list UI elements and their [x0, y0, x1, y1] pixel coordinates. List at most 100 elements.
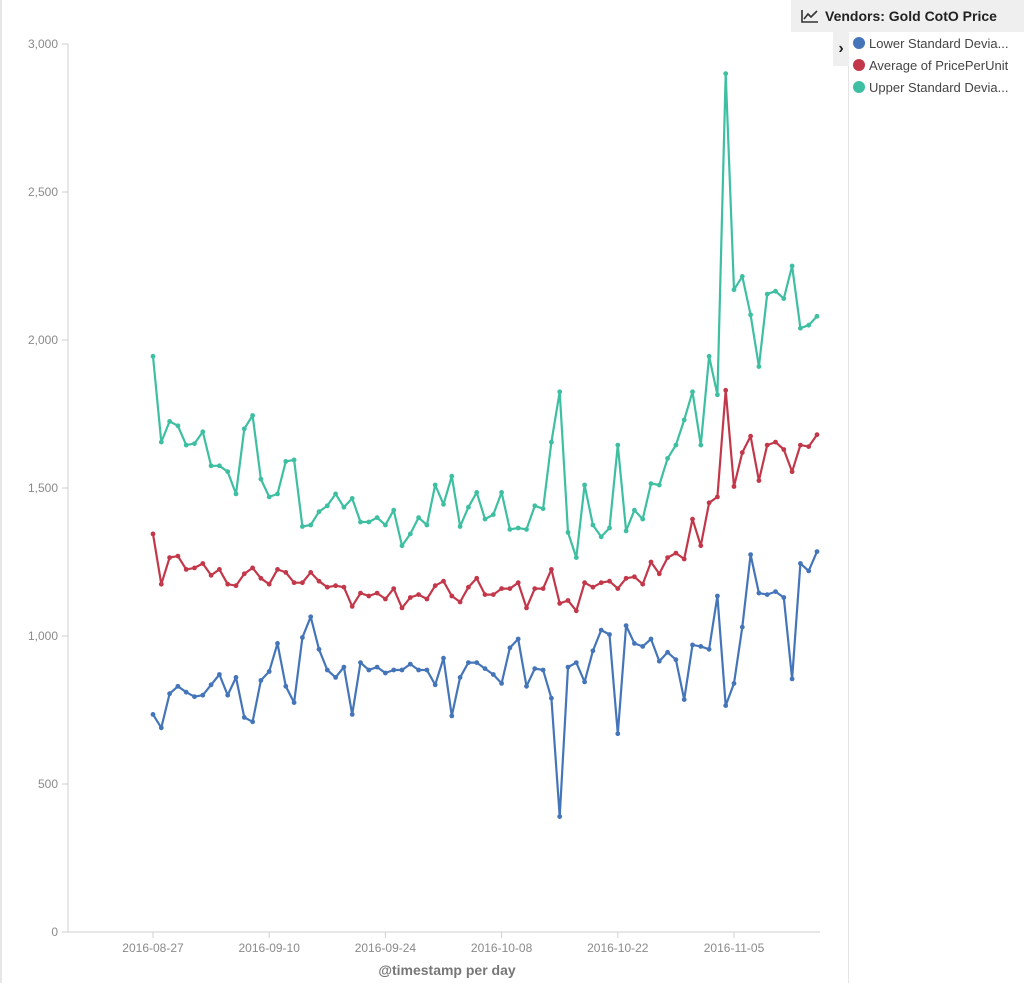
data-point[interactable]	[789, 676, 795, 682]
data-point[interactable]	[225, 581, 231, 587]
data-point[interactable]	[175, 423, 181, 429]
data-point[interactable]	[283, 683, 289, 689]
legend-item-average[interactable]: Average of PricePerUnit	[849, 54, 1024, 76]
data-point[interactable]	[540, 667, 546, 673]
data-point[interactable]	[341, 664, 347, 670]
data-point[interactable]	[789, 263, 795, 269]
data-point[interactable]	[300, 635, 305, 640]
data-point[interactable]	[183, 567, 189, 572]
data-point[interactable]	[183, 689, 189, 695]
data-point[interactable]	[225, 692, 231, 698]
data-point[interactable]	[432, 482, 438, 488]
data-point[interactable]	[474, 575, 480, 581]
data-point[interactable]	[723, 387, 729, 393]
data-point[interactable]	[781, 447, 787, 452]
data-point[interactable]	[806, 568, 812, 574]
data-point[interactable]	[358, 660, 363, 665]
data-point[interactable]	[648, 481, 654, 486]
data-point[interactable]	[731, 681, 737, 686]
data-point[interactable]	[466, 504, 471, 510]
data-point[interactable]	[781, 296, 787, 301]
data-point[interactable]	[266, 494, 272, 500]
data-point[interactable]	[590, 648, 596, 654]
data-point[interactable]	[582, 580, 587, 586]
data-point[interactable]	[482, 666, 488, 671]
data-point[interactable]	[623, 623, 629, 628]
data-point[interactable]	[167, 419, 173, 424]
data-point[interactable]	[706, 500, 712, 506]
data-point[interactable]	[300, 524, 305, 529]
data-point[interactable]	[158, 439, 164, 445]
data-point[interactable]	[441, 655, 446, 661]
data-point[interactable]	[632, 574, 637, 580]
data-point[interactable]	[715, 593, 720, 599]
data-point[interactable]	[623, 528, 629, 534]
data-point[interactable]	[756, 478, 762, 483]
data-point[interactable]	[739, 624, 745, 630]
data-point[interactable]	[532, 586, 538, 591]
data-point[interactable]	[706, 353, 712, 359]
data-point[interactable]	[515, 525, 521, 531]
data-point[interactable]	[656, 658, 662, 664]
data-point[interactable]	[598, 580, 604, 586]
data-point[interactable]	[200, 692, 206, 698]
data-point[interactable]	[490, 512, 496, 517]
data-point[interactable]	[167, 691, 173, 697]
data-point[interactable]	[258, 678, 264, 683]
data-point[interactable]	[665, 456, 670, 461]
data-point[interactable]	[250, 565, 256, 571]
data-point[interactable]	[731, 287, 737, 293]
data-point[interactable]	[432, 682, 438, 688]
data-point[interactable]	[416, 667, 421, 673]
data-point[interactable]	[416, 515, 421, 520]
data-point[interactable]	[208, 682, 214, 688]
data-point[interactable]	[806, 322, 812, 328]
data-point[interactable]	[499, 681, 504, 686]
data-point[interactable]	[266, 669, 272, 674]
data-point[interactable]	[233, 491, 239, 497]
data-point[interactable]	[217, 672, 222, 677]
data-point[interactable]	[781, 595, 787, 600]
data-point[interactable]	[524, 683, 529, 689]
data-point[interactable]	[515, 580, 521, 586]
data-point[interactable]	[723, 703, 729, 708]
data-point[interactable]	[565, 598, 571, 603]
data-point[interactable]	[233, 675, 239, 680]
data-point[interactable]	[183, 442, 189, 448]
data-point[interactable]	[540, 506, 546, 512]
data-point[interactable]	[275, 567, 280, 572]
data-point[interactable]	[241, 426, 247, 432]
data-point[interactable]	[681, 417, 687, 423]
data-point[interactable]	[366, 593, 372, 599]
data-point[interactable]	[656, 482, 662, 488]
data-point[interactable]	[798, 442, 803, 448]
data-point[interactable]	[698, 543, 704, 549]
data-point[interactable]	[573, 608, 579, 614]
data-point[interactable]	[241, 571, 247, 577]
data-point[interactable]	[407, 661, 413, 667]
data-point[interactable]	[391, 507, 397, 513]
data-point[interactable]	[632, 641, 637, 646]
data-point[interactable]	[549, 439, 554, 445]
data-point[interactable]	[648, 636, 654, 642]
data-point[interactable]	[798, 561, 803, 566]
data-point[interactable]	[399, 543, 405, 549]
data-point[interactable]	[333, 675, 338, 680]
data-point[interactable]	[715, 494, 720, 500]
data-point[interactable]	[607, 632, 612, 637]
data-point[interactable]	[582, 679, 587, 685]
data-point[interactable]	[358, 590, 363, 596]
data-point[interactable]	[549, 567, 554, 572]
data-point[interactable]	[632, 507, 637, 513]
data-point[interactable]	[374, 664, 380, 670]
data-point[interactable]	[607, 525, 612, 531]
data-point[interactable]	[764, 442, 770, 448]
data-point[interactable]	[640, 644, 646, 649]
data-point[interactable]	[150, 531, 156, 537]
data-point[interactable]	[557, 389, 563, 395]
data-point[interactable]	[349, 604, 355, 609]
data-point[interactable]	[623, 575, 629, 581]
data-point[interactable]	[690, 642, 695, 648]
data-point[interactable]	[333, 491, 338, 497]
data-point[interactable]	[731, 484, 737, 489]
